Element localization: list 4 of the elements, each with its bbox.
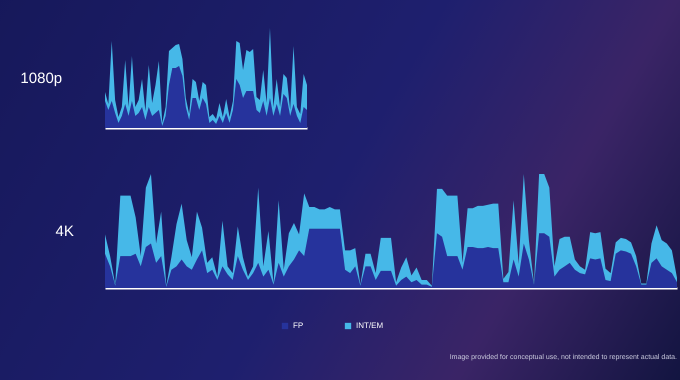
legend-label: INT/EM xyxy=(356,321,384,330)
text: 1080p xyxy=(20,70,62,87)
text: 4K xyxy=(55,223,74,240)
legend-label: FP xyxy=(293,321,304,330)
